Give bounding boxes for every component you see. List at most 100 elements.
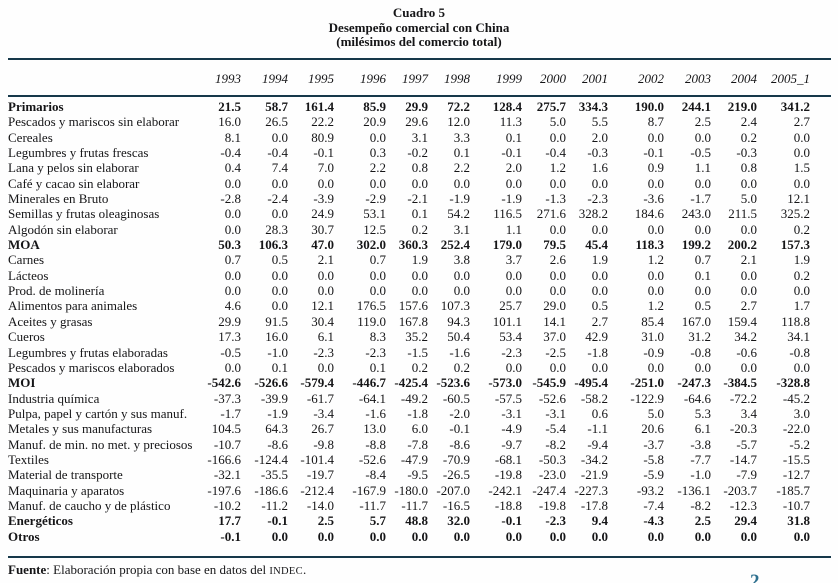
value-cell: 2.6 bbox=[549, 252, 566, 268]
value-cell: -0.3 bbox=[736, 145, 757, 161]
value-cell: 159.4 bbox=[727, 313, 757, 329]
source-note: Fuente: Elaboración propia con base en d… bbox=[8, 562, 306, 579]
value-cell: 8.3 bbox=[369, 329, 386, 345]
value-cell: -8.6 bbox=[449, 436, 470, 452]
value-cell: 5.0 bbox=[740, 191, 757, 207]
value-cell: 0.0 bbox=[271, 267, 288, 283]
value-cell: -573.0 bbox=[488, 375, 522, 391]
value-cell: -0.1 bbox=[220, 528, 241, 544]
value-cell: 21.5 bbox=[218, 99, 241, 114]
value-cell: 106.3 bbox=[258, 237, 288, 253]
value-cell: 244.1 bbox=[681, 99, 711, 114]
value-cell: 0.0 bbox=[793, 283, 810, 299]
table-row: Prod. de molinería 0.0 0.0 0.0 0.0 0.0 0.0 0.0 0… bbox=[0, 283, 810, 298]
value-cell: -247.3 bbox=[677, 375, 711, 391]
value-cell: 13.0 bbox=[363, 421, 386, 437]
source-org: INDEC bbox=[269, 566, 303, 577]
value-cell: 80.9 bbox=[311, 129, 334, 145]
year-header: 2000 bbox=[540, 71, 566, 86]
value-cell: 2.2 bbox=[369, 160, 386, 176]
value-cell: 0.0 bbox=[591, 221, 608, 237]
value-cell: 101.1 bbox=[492, 313, 522, 329]
value-cell: -3.1 bbox=[501, 405, 522, 421]
table-row: Legumbres y frutas elaboradas -0.5 -1.0 -2.… bbox=[0, 345, 810, 360]
value-cell: 12.5 bbox=[363, 221, 386, 237]
value-cell: 176.5 bbox=[356, 298, 386, 314]
value-cell: 184.6 bbox=[634, 206, 664, 222]
table-row: Metales y sus manufacturas 104.5 64.3 26.7 1… bbox=[0, 421, 810, 436]
table-row: MOA 50.3 106.3 47.0 302.0 360.3 252.4 179.0 79.5… bbox=[0, 237, 810, 252]
value-cell: 12.0 bbox=[447, 114, 470, 130]
value-cell: -0.8 bbox=[690, 344, 711, 360]
value-cell: -167.9 bbox=[352, 482, 386, 498]
value-cell: 1.9 bbox=[793, 252, 810, 268]
value-cell: -11.2 bbox=[261, 497, 288, 513]
value-cell: 0.8 bbox=[411, 160, 428, 176]
row-label: Algodón sin elaborar bbox=[8, 221, 118, 237]
value-cell: -9.7 bbox=[501, 436, 522, 452]
row-label: Semillas y frutas oleaginosas bbox=[8, 206, 160, 222]
year-header: 2001 bbox=[582, 71, 608, 86]
table-row: Primarios 21.5 58.7 161.4 85.9 29.9 72.2 128.4 2… bbox=[0, 99, 810, 114]
value-cell: -15.5 bbox=[782, 451, 810, 467]
value-cell: -5.2 bbox=[789, 436, 810, 452]
value-cell: -8.2 bbox=[545, 436, 566, 452]
value-cell: 0.0 bbox=[453, 528, 470, 544]
value-cell: 42.9 bbox=[585, 329, 608, 345]
year-header: 1998 bbox=[444, 71, 470, 86]
value-cell: -35.5 bbox=[260, 467, 288, 483]
value-cell: 37.0 bbox=[543, 329, 566, 345]
value-cell: 2.4 bbox=[740, 114, 757, 130]
value-cell: 1.2 bbox=[647, 298, 664, 314]
value-cell: -328.8 bbox=[776, 375, 810, 391]
table-title: Desempeño comercial con China bbox=[328, 19, 510, 35]
value-cell: 0.8 bbox=[740, 160, 757, 176]
value-cell: 4.6 bbox=[224, 298, 241, 314]
value-cell: 2.7 bbox=[793, 114, 810, 130]
value-cell: -5.8 bbox=[643, 451, 664, 467]
value-cell: 30.7 bbox=[311, 221, 334, 237]
table-row: Pescados y mariscos sin elaborar 16.0 26.5… bbox=[0, 114, 810, 129]
value-cell: 30.4 bbox=[311, 313, 334, 329]
value-cell: 0.0 bbox=[740, 283, 757, 299]
table-row: Pulpa, papel y cartón y sus manuf. -1.7 -1… bbox=[0, 406, 810, 421]
value-cell: -3.7 bbox=[643, 436, 664, 452]
row-label: Cueros bbox=[8, 329, 45, 345]
value-cell: -1.9 bbox=[501, 191, 522, 207]
value-cell: 11.3 bbox=[499, 114, 522, 130]
value-cell: -0.5 bbox=[220, 344, 241, 360]
value-cell: 0.9 bbox=[647, 160, 664, 176]
value-cell: -0.4 bbox=[267, 145, 288, 161]
value-cell: -2.0 bbox=[449, 405, 470, 421]
value-cell: 167.0 bbox=[681, 313, 711, 329]
value-cell: 0.0 bbox=[224, 359, 241, 375]
value-cell: -64.1 bbox=[358, 390, 386, 406]
value-cell: -19.8 bbox=[494, 467, 522, 483]
value-cell: 29.9 bbox=[218, 313, 241, 329]
value-cell: 243.0 bbox=[681, 206, 711, 222]
value-cell: -23.0 bbox=[538, 467, 566, 483]
value-cell: -212.4 bbox=[300, 482, 334, 498]
value-cell: -0.4 bbox=[545, 145, 566, 161]
value-cell: 2.1 bbox=[317, 252, 334, 268]
value-cell: 29.6 bbox=[405, 114, 428, 130]
value-cell: 0.0 bbox=[793, 145, 810, 161]
value-cell: 0.0 bbox=[453, 267, 470, 283]
value-cell: -5.4 bbox=[545, 421, 566, 437]
value-cell: -10.7 bbox=[782, 497, 810, 513]
value-cell: 1.2 bbox=[549, 160, 566, 176]
value-cell: -3.9 bbox=[313, 191, 334, 207]
value-cell: 0.0 bbox=[591, 267, 608, 283]
value-cell: -50.3 bbox=[538, 451, 566, 467]
value-cell: -3.1 bbox=[545, 405, 566, 421]
value-cell: -545.9 bbox=[532, 375, 566, 391]
year-header: 1995 bbox=[308, 71, 334, 86]
value-cell: -14.0 bbox=[306, 497, 334, 513]
value-cell: 0.0 bbox=[694, 129, 711, 145]
value-cell: -60.5 bbox=[442, 390, 470, 406]
row-label: Textiles bbox=[8, 451, 49, 467]
value-cell: -2.5 bbox=[545, 344, 566, 360]
value-cell: 3.3 bbox=[453, 129, 470, 145]
value-cell: -8.8 bbox=[365, 436, 386, 452]
